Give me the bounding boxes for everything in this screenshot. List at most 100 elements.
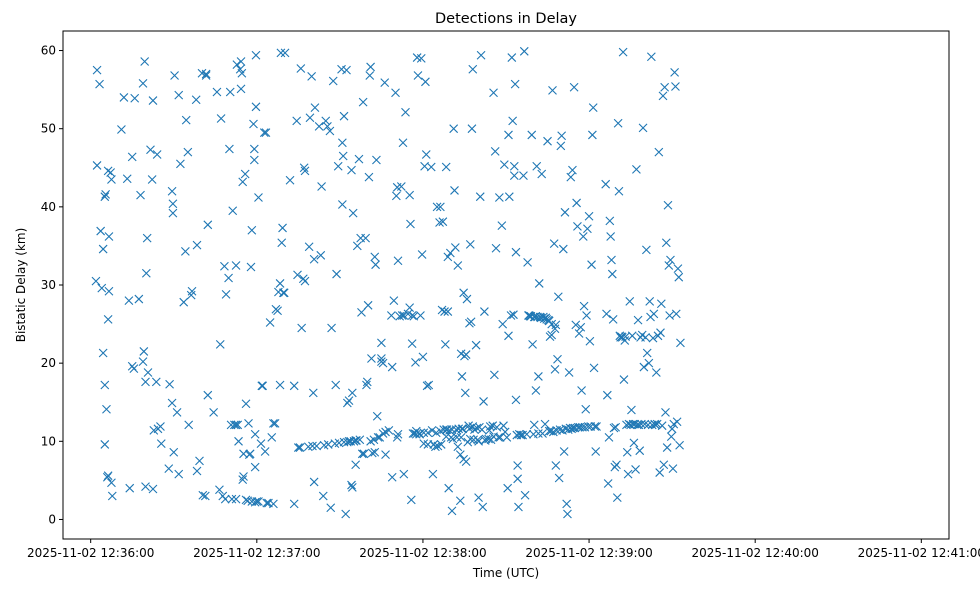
data-point [583, 422, 593, 431]
data-point [367, 448, 377, 458]
data-point [308, 388, 318, 398]
data-point [265, 318, 275, 327]
x-axis-label: Time (UTC) [472, 566, 539, 580]
x-tick-label: 2025-11-02 12:40:00 [691, 546, 818, 560]
data-point [316, 250, 326, 260]
data-point [641, 245, 651, 255]
data-point [497, 221, 507, 230]
data-point [461, 350, 471, 359]
data-point [556, 141, 566, 151]
data-point [611, 422, 621, 432]
data-point [568, 165, 577, 175]
data-point [270, 418, 280, 428]
data-point [380, 78, 390, 87]
data-point [441, 162, 451, 172]
data-point [142, 233, 152, 243]
data-point [438, 217, 448, 227]
data-point [341, 509, 351, 519]
data-point [141, 268, 151, 278]
data-point [366, 62, 375, 72]
data-point [244, 418, 253, 428]
data-point [450, 186, 459, 195]
x-tick-label: 2025-11-02 12:36:00 [27, 546, 154, 560]
data-point [660, 82, 670, 92]
data-point [560, 207, 570, 217]
data-point [170, 71, 179, 80]
data-point [305, 113, 315, 123]
data-point [309, 477, 319, 487]
data-point [591, 447, 601, 456]
data-point [510, 79, 520, 89]
data-point [589, 363, 599, 373]
data-point [344, 396, 354, 406]
data-point [168, 208, 178, 218]
data-point [411, 429, 421, 439]
data-point [148, 96, 158, 105]
data-point [465, 434, 475, 444]
data-point [397, 311, 407, 320]
data-point [504, 331, 513, 341]
data-point [622, 447, 632, 457]
data-point [378, 429, 388, 438]
data-point [267, 433, 277, 442]
data-point [407, 339, 417, 349]
data-point [347, 165, 356, 175]
data-point [167, 186, 177, 196]
x-tick-label: 2025-11-02 12:39:00 [525, 546, 652, 560]
data-point [657, 421, 667, 431]
data-point [139, 347, 149, 356]
data-point [384, 425, 394, 435]
data-point [587, 260, 596, 270]
data-point [431, 442, 440, 452]
data-point [347, 483, 357, 492]
data-point [96, 226, 106, 236]
data-point [251, 50, 261, 60]
data-point [562, 499, 572, 509]
data-point [224, 273, 233, 283]
data-point [331, 380, 341, 390]
data-point [249, 119, 258, 129]
data-point [511, 247, 521, 257]
data-point [443, 252, 453, 262]
data-point [237, 68, 247, 78]
data-point [293, 443, 303, 452]
data-point [101, 189, 111, 199]
data-point [225, 87, 235, 97]
data-point [667, 424, 677, 434]
data-point [613, 118, 623, 128]
data-point [180, 247, 190, 256]
x-tick-label: 2025-11-02 12:41:00 [858, 546, 980, 560]
data-point [326, 503, 336, 513]
data-point [377, 338, 386, 348]
data-point [240, 169, 250, 179]
data-point [579, 301, 589, 311]
data-point [239, 472, 248, 481]
data-point [102, 404, 111, 414]
data-point [327, 323, 336, 333]
data-point [477, 425, 487, 434]
data-point [491, 243, 501, 253]
data-point [97, 283, 107, 293]
chart-title: Detections in Delay [435, 11, 577, 27]
data-point [619, 375, 629, 384]
data-point [195, 456, 204, 466]
data-point [606, 232, 616, 241]
data-point [215, 340, 225, 349]
data-point [460, 388, 470, 398]
data-point [245, 449, 255, 459]
data-point [238, 475, 248, 484]
data-point [201, 71, 211, 80]
data-point [296, 64, 306, 73]
data-point [279, 288, 289, 298]
data-point [658, 91, 668, 101]
data-point [651, 368, 661, 377]
data-point [280, 48, 290, 58]
data-point [444, 483, 454, 493]
data-point [100, 380, 110, 390]
data-point [503, 483, 513, 493]
data-point [307, 71, 317, 81]
data-point [275, 380, 285, 390]
data-point [436, 440, 446, 449]
data-point [127, 152, 137, 162]
data-point [674, 272, 684, 282]
